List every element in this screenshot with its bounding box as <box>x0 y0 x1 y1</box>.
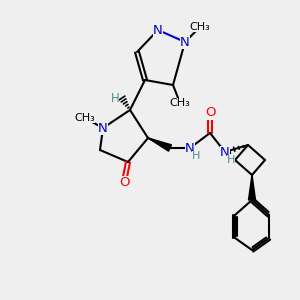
Text: N: N <box>180 35 190 49</box>
Text: N: N <box>220 146 230 158</box>
Text: CH₃: CH₃ <box>190 22 210 32</box>
Text: CH₃: CH₃ <box>169 98 190 108</box>
Text: N: N <box>153 23 163 37</box>
Text: N: N <box>185 142 195 154</box>
Text: H: H <box>227 155 235 165</box>
Text: O: O <box>205 106 215 119</box>
Text: H: H <box>111 92 119 104</box>
Polygon shape <box>248 175 256 200</box>
Text: O: O <box>119 176 129 188</box>
Text: CH₃: CH₃ <box>75 113 95 123</box>
Polygon shape <box>148 138 171 151</box>
Text: N: N <box>98 122 108 134</box>
Text: H: H <box>192 151 200 161</box>
